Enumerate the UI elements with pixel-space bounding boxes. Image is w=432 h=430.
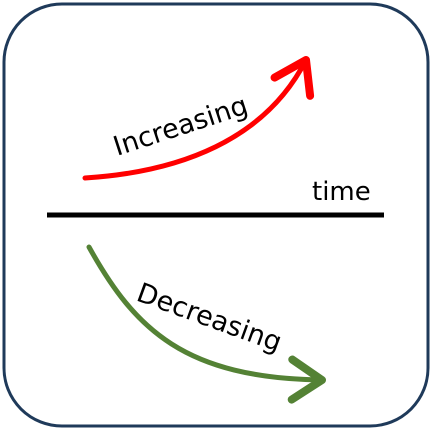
time-axis-label: time (312, 177, 371, 207)
